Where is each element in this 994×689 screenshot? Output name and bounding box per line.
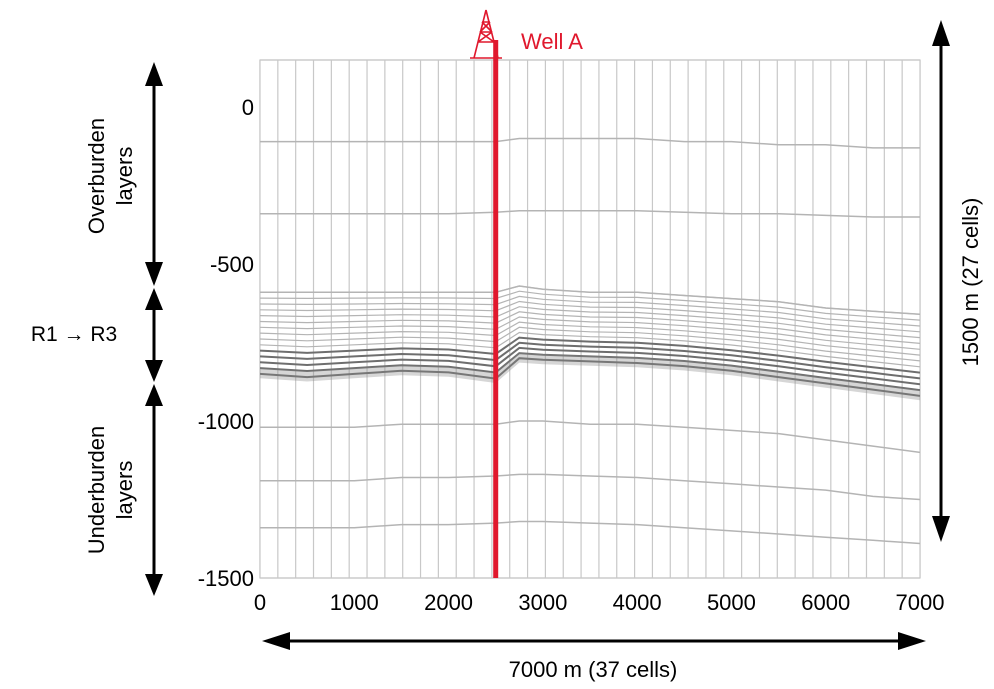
- height-arrow: [932, 20, 950, 542]
- well-a: Well A: [470, 9, 583, 578]
- reservoir-layer: [260, 295, 920, 327]
- x-tick-label: 1000: [330, 590, 379, 615]
- overburden-label-layers: layers: [112, 147, 137, 206]
- reservoir-layer: [260, 331, 920, 368]
- grid-cells: [260, 60, 920, 578]
- x-tick-label: 6000: [801, 590, 850, 615]
- width-label: 7000 m (37 cells): [509, 657, 678, 682]
- reservoir-layer: [260, 346, 920, 386]
- x-tick-label: 0: [254, 590, 266, 615]
- x-tick-label: 4000: [613, 590, 662, 615]
- x-tick-label: 3000: [518, 590, 567, 615]
- underburden-horizon: [260, 420, 920, 454]
- reservoir-layer: [260, 311, 920, 344]
- plot-frame: [259, 59, 921, 579]
- x-tick-label: 7000: [896, 590, 945, 615]
- underburden-label: Underburden: [84, 426, 109, 554]
- height-label: 1500 m (27 cells): [958, 198, 983, 367]
- width-arrow: [262, 632, 926, 650]
- reservoir-layer: [260, 341, 920, 380]
- reservoir-label: R1 → R3: [31, 323, 117, 346]
- reservoir-layer: [260, 316, 920, 350]
- reservoir-layer: [260, 357, 920, 397]
- y-tick-label: -1500: [198, 566, 254, 591]
- underburden-arrow: [145, 384, 163, 596]
- reservoir-layer: [260, 300, 920, 333]
- overburden-horizon: [260, 209, 920, 218]
- reservoir-base-band: [260, 352, 920, 401]
- reservoir-layer: [260, 326, 920, 362]
- reservoir-layer: [260, 336, 920, 374]
- y-tick-label: -1000: [198, 409, 254, 434]
- overburden-horizon: [260, 137, 920, 149]
- overburden-arrow: [145, 62, 163, 286]
- x-tick-label: 2000: [424, 590, 473, 615]
- x-axis-ticks: 0 1000 2000 3000 4000 5000 6000 7000: [254, 590, 945, 615]
- overburden-label: Overburden: [84, 118, 109, 234]
- x-tick-label: 5000: [707, 590, 756, 615]
- underburden-label-layers: layers: [112, 461, 137, 520]
- underburden-horizon: [260, 473, 920, 501]
- reservoir-layer: [260, 321, 920, 356]
- y-axis-ticks: 0 -500 -1000 -1500: [198, 95, 254, 591]
- y-tick-label: -500: [210, 252, 254, 277]
- derrick-icon: [470, 9, 502, 59]
- reservoir-layer: [260, 290, 920, 321]
- well-label: Well A: [521, 29, 583, 54]
- reservoir-arrow: [145, 288, 163, 382]
- reservoir-layer: [260, 306, 920, 339]
- layer-horizons: [260, 137, 920, 545]
- reservoir-layer: [260, 352, 920, 392]
- reservoir-layer: [260, 285, 920, 315]
- underburden-horizon: [260, 520, 920, 545]
- y-tick-label: 0: [242, 95, 254, 120]
